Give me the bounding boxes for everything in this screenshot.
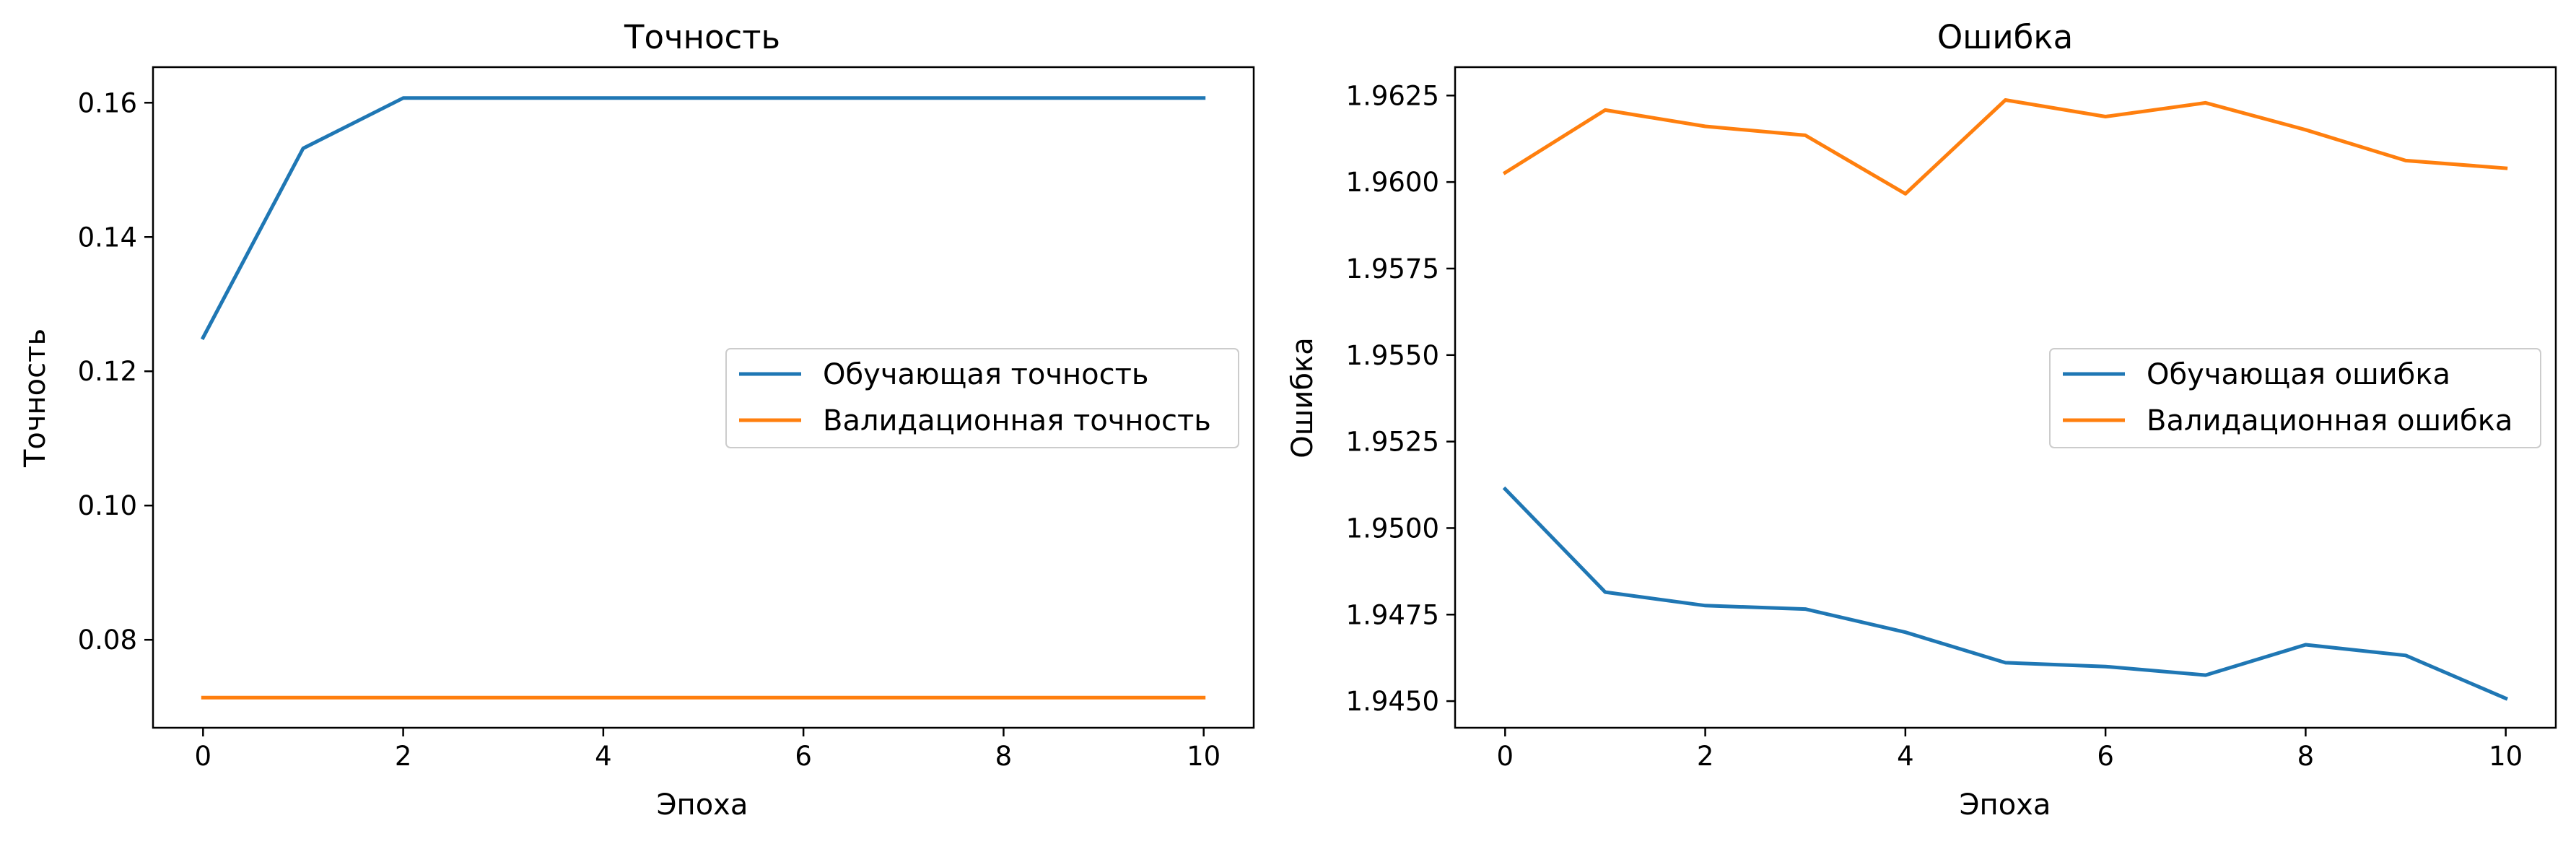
plot-frame xyxy=(152,66,1255,729)
plot-frame xyxy=(1454,66,2557,729)
chart-title: Точность xyxy=(624,18,780,56)
x-tick-label: 8 xyxy=(995,741,1013,772)
x-tick-label: 2 xyxy=(1697,741,1714,772)
x-tick-label: 10 xyxy=(2489,741,2523,772)
y-tick-label: 1.9500 xyxy=(1346,513,1439,544)
y-tick-label: 0.14 xyxy=(78,222,137,253)
y-tick-label: 1.9575 xyxy=(1346,253,1439,284)
y-tick-label: 0.12 xyxy=(78,356,137,387)
legend: Обучающая точность Валидационная точност… xyxy=(725,348,1239,448)
y-tick-label: 1.9475 xyxy=(1346,599,1439,630)
series-line-0 xyxy=(200,96,1206,341)
series-group xyxy=(200,96,1206,700)
y-axis-label: Точность xyxy=(19,329,52,468)
x-tick-label: 0 xyxy=(1497,741,1514,772)
x-tick-label: 2 xyxy=(395,741,412,772)
series-line-1 xyxy=(1502,98,2508,196)
x-tick-label: 8 xyxy=(2297,741,2315,772)
tick-group: 0 2 4 6 8 10 1.9450 1.9475 1.9500 1.9525 1.9550 1.9… xyxy=(1346,80,2523,772)
legend-label-train: Обучающая точность xyxy=(823,358,1149,391)
y-tick-label: 1.9525 xyxy=(1346,427,1439,458)
series-line-0 xyxy=(1502,486,2508,701)
loss-chart: Ошибка 0 2 4 6 8 10 1.9450 1.9475 1.9500 1.9525 1.… xyxy=(1286,18,2557,822)
y-tick-label: 0.16 xyxy=(78,87,137,118)
x-tick-label: 6 xyxy=(795,741,812,772)
accuracy-chart: Точность 0 2 4 6 8 10 0.08 0.10 0.12 0.14 0.16 Эпо… xyxy=(19,18,1255,822)
y-tick-label: 1.9450 xyxy=(1346,686,1439,717)
legend-label-val: Валидационная точность xyxy=(823,404,1211,438)
x-tick-label: 0 xyxy=(195,741,212,772)
x-tick-label: 10 xyxy=(1187,741,1221,772)
y-tick-label: 1.9600 xyxy=(1346,167,1439,198)
y-tick-label: 0.08 xyxy=(78,625,137,656)
series-group xyxy=(1502,98,2508,701)
x-tick-label: 6 xyxy=(2097,741,2114,772)
legend-label-train: Обучающая ошибка xyxy=(2147,358,2450,391)
chart-title: Ошибка xyxy=(1937,18,2073,56)
tick-group: 0 2 4 6 8 10 0.08 0.10 0.12 0.14 0.16 xyxy=(78,87,1221,772)
y-axis-label: Ошибка xyxy=(1286,337,1319,458)
legend-label-val: Валидационная ошибка xyxy=(2147,404,2512,438)
x-tick-label: 4 xyxy=(595,741,612,772)
x-tick-label: 4 xyxy=(1897,741,1914,772)
legend-box xyxy=(725,348,1239,448)
legend-box xyxy=(2049,348,2541,448)
x-axis-label: Эпоха xyxy=(657,788,748,822)
y-tick-label: 1.9550 xyxy=(1346,340,1439,371)
x-axis-label: Эпоха xyxy=(1960,788,2051,822)
y-tick-label: 0.10 xyxy=(78,490,137,521)
y-tick-label: 1.9625 xyxy=(1346,80,1439,111)
legend: Обучающая ошибка Валидационная ошибка xyxy=(2049,348,2541,448)
